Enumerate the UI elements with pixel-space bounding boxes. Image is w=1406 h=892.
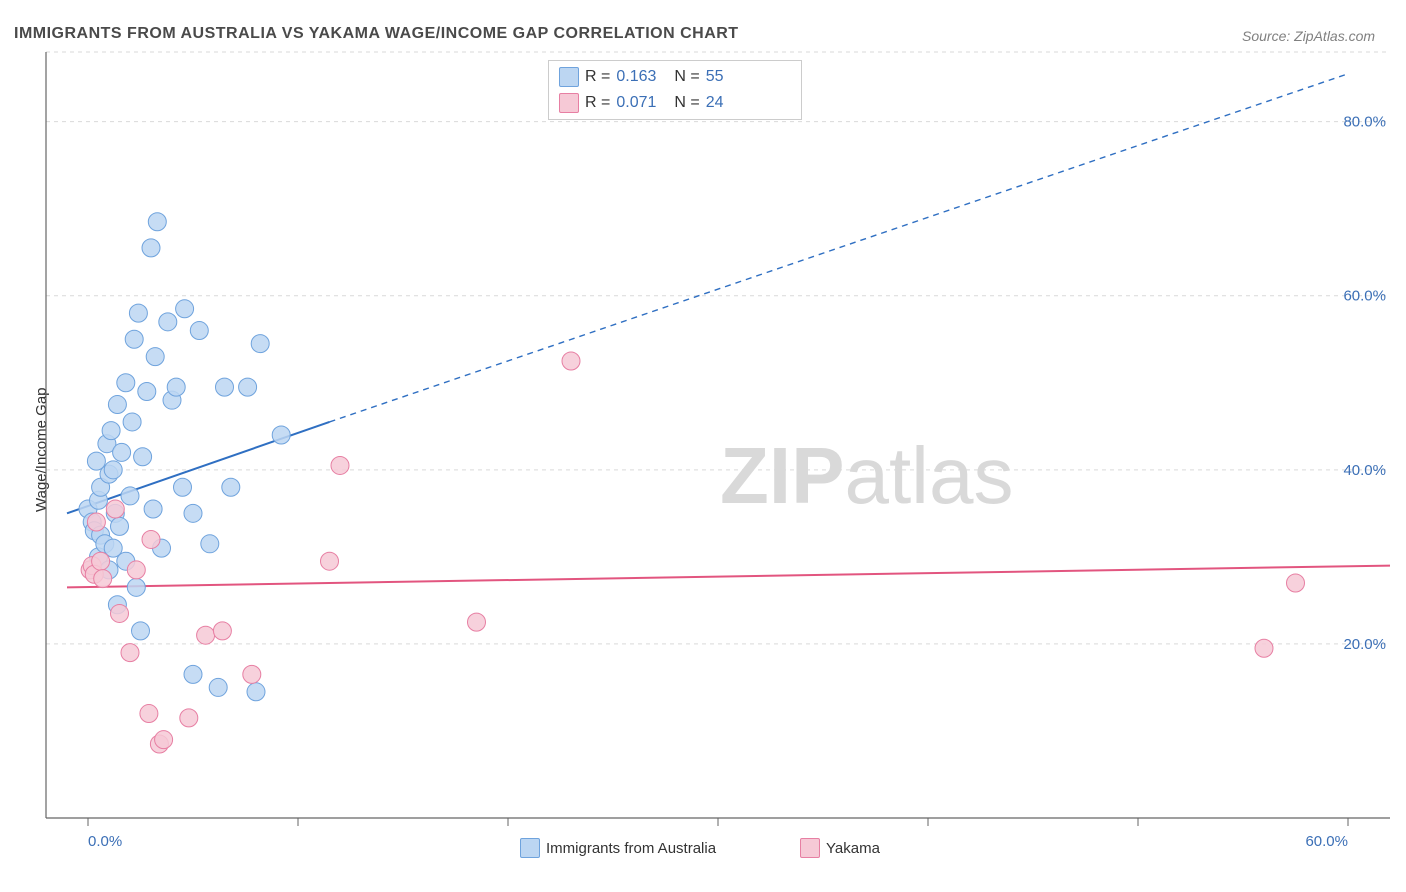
svg-text:60.0%: 60.0% (1343, 288, 1386, 305)
legend-n-value: 24 (706, 94, 724, 112)
svg-text:80.0%: 80.0% (1343, 114, 1386, 131)
legend-bottom-item: Immigrants from Australia (520, 838, 716, 858)
legend-swatch (800, 838, 820, 858)
legend-r-label: R = (585, 68, 610, 86)
legend-r-label: R = (585, 94, 610, 112)
legend-swatch (559, 67, 579, 87)
legend-swatch (520, 838, 540, 858)
legend-stats-row: R = 0.163 N = 55 (559, 67, 724, 87)
legend-n-label: N = (674, 94, 699, 112)
svg-text:0.0%: 0.0% (88, 833, 122, 850)
legend-series-label: Yakama (826, 840, 880, 857)
legend-swatch (559, 93, 579, 113)
legend-r-value: 0.071 (616, 94, 656, 112)
legend-stats-row: R = 0.071 N = 24 (559, 93, 724, 113)
scatter-plot: 0.0% 60.0% 20.0% 40.0% 60.0% 80.0% (0, 0, 1406, 892)
svg-text:20.0%: 20.0% (1343, 636, 1386, 653)
legend-r-value: 0.163 (616, 68, 656, 86)
svg-text:40.0%: 40.0% (1343, 462, 1386, 479)
legend-series-label: Immigrants from Australia (546, 840, 716, 857)
legend-stats-box: R = 0.163 N = 55 R = 0.071 N = 24 (548, 60, 802, 120)
legend-n-value: 55 (706, 68, 724, 86)
legend-n-label: N = (674, 68, 699, 86)
svg-text:60.0%: 60.0% (1305, 833, 1348, 850)
legend-bottom-item: Yakama (800, 838, 880, 858)
